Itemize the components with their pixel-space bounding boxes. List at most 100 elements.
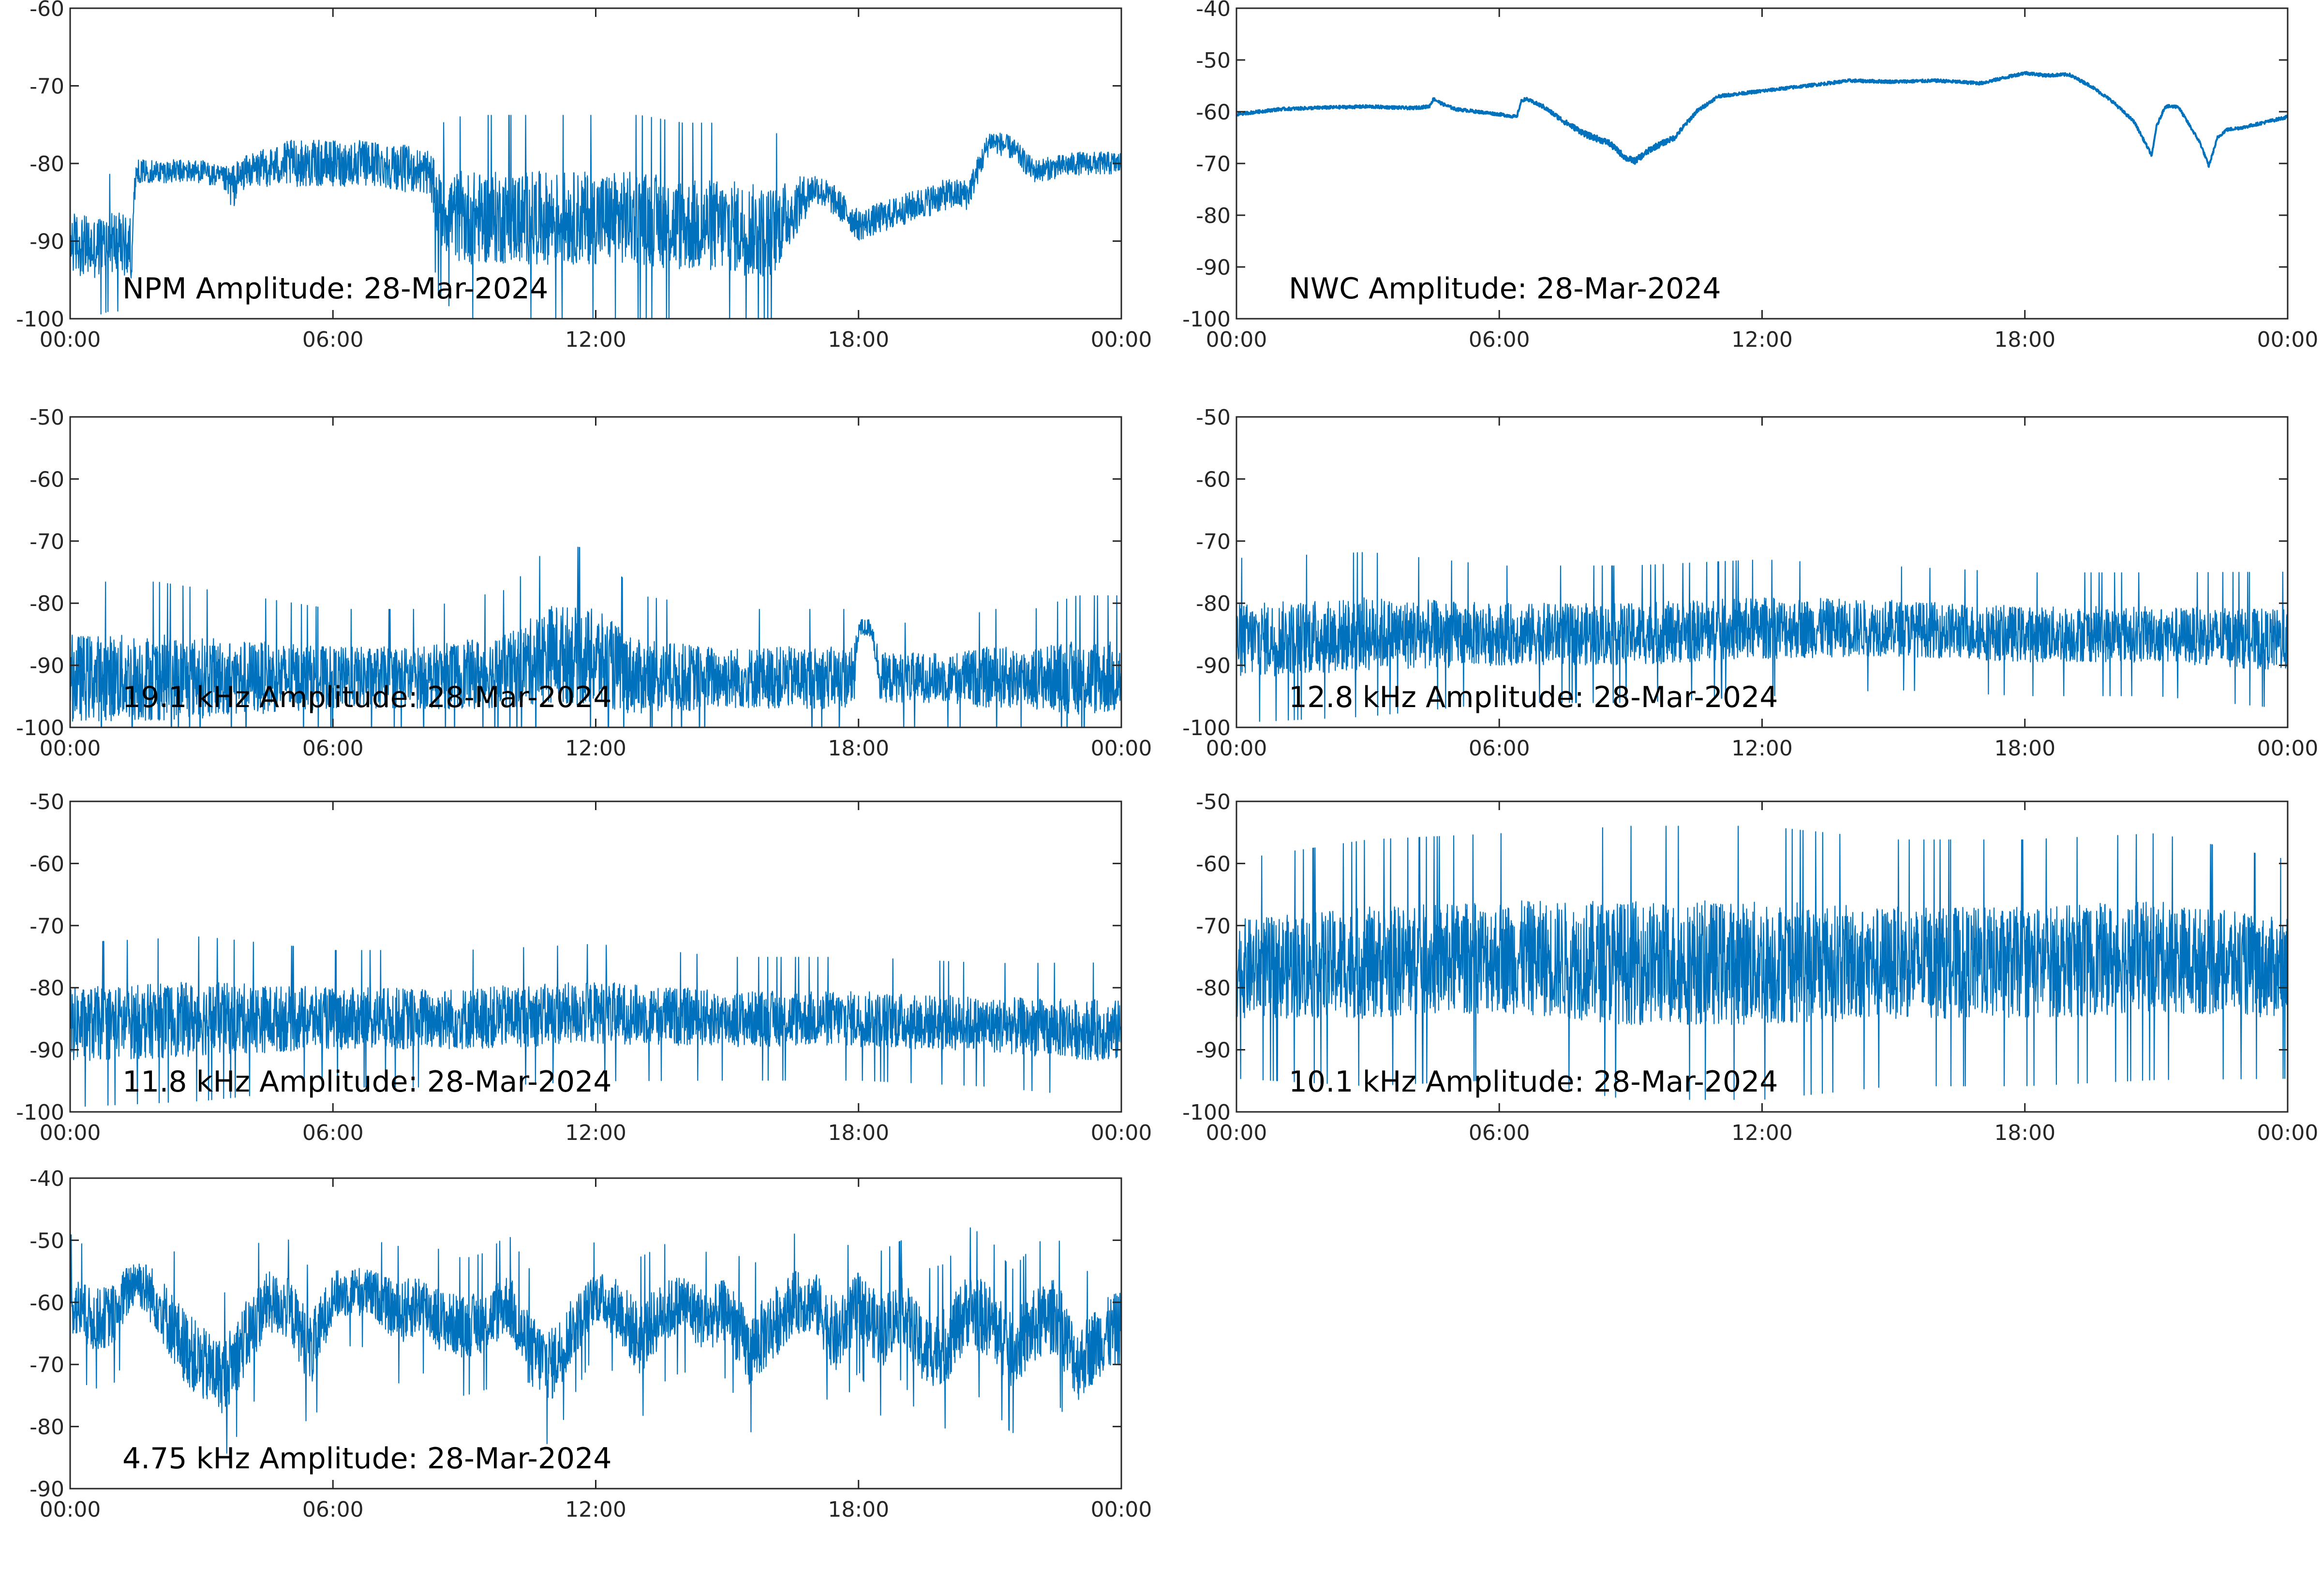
y-tick-label: -60 bbox=[30, 852, 64, 876]
y-tick-label: -80 bbox=[1196, 204, 1231, 228]
chart-title: NWC Amplitude: 28-Mar-2024 bbox=[1289, 272, 1721, 306]
chart-title: 10.1 kHz Amplitude: 28-Mar-2024 bbox=[1289, 1065, 1778, 1099]
y-tick-label: -70 bbox=[30, 74, 64, 99]
chart-panel-7: 00:00 06:00 12:00 18:00 00:00-90-80-70-60-50… bbox=[30, 1167, 1152, 1522]
y-tick-label: -90 bbox=[1196, 255, 1231, 280]
x-tick-label: 00:00 bbox=[1091, 736, 1152, 761]
x-tick-label: 06:00 bbox=[1469, 736, 1530, 761]
series-line-1 bbox=[1236, 552, 2288, 722]
y-tick-label: -70 bbox=[1196, 152, 1231, 177]
x-tick-label: 00:00 bbox=[40, 736, 101, 761]
x-tick-label: 18:00 bbox=[1994, 1121, 2055, 1145]
y-tick-label: -60 bbox=[30, 1291, 64, 1315]
plot-area-frame bbox=[69, 800, 1122, 1113]
x-tick-label: 06:00 bbox=[302, 1497, 364, 1522]
y-tick-label: -80 bbox=[1196, 591, 1231, 616]
y-tick-label: -60 bbox=[1196, 100, 1231, 125]
x-tick-label: 00:00 bbox=[1091, 327, 1152, 352]
y-tick-label: -50 bbox=[30, 405, 64, 430]
y-tick-label: -80 bbox=[30, 1415, 64, 1440]
y-tick-label: -70 bbox=[1196, 914, 1231, 939]
series-line-1 bbox=[70, 936, 1121, 1107]
y-tick-label: -100 bbox=[16, 307, 64, 332]
x-tick-label: 12:00 bbox=[565, 1497, 626, 1522]
x-tick-label: 12:00 bbox=[565, 327, 626, 352]
y-tick-label: -100 bbox=[1182, 307, 1231, 332]
plot-area-frame bbox=[69, 1177, 1122, 1490]
x-tick-label: 06:00 bbox=[302, 736, 364, 761]
y-tick-label: -60 bbox=[30, 0, 64, 21]
series-line-1 bbox=[1236, 71, 2288, 168]
chart-panel-1: 00:00 06:00 12:00 18:00 00:00-100-90-80-70-6… bbox=[16, 0, 1152, 352]
x-tick-label: 18:00 bbox=[828, 736, 889, 761]
y-tick-label: -40 bbox=[30, 1167, 64, 1191]
y-tick-label: -60 bbox=[1196, 467, 1231, 492]
chart-panel-3: 00:00 06:00 12:00 18:00 00:00-100-90-80-70-6… bbox=[16, 405, 1152, 761]
chart-title: 11.8 kHz Amplitude: 28-Mar-2024 bbox=[122, 1065, 612, 1099]
x-tick-label: 12:00 bbox=[1731, 736, 1793, 761]
y-tick-label: -80 bbox=[30, 152, 64, 177]
x-tick-label: 00:00 bbox=[40, 1121, 101, 1145]
x-tick-label: 06:00 bbox=[302, 327, 364, 352]
y-tick-label: -70 bbox=[30, 530, 64, 554]
y-tick-label: -100 bbox=[16, 716, 64, 740]
y-tick-label: -50 bbox=[30, 790, 64, 814]
x-tick-label: 12:00 bbox=[565, 736, 626, 761]
series-line-1 bbox=[70, 1227, 1121, 1454]
x-tick-label: 18:00 bbox=[828, 1497, 889, 1522]
plot-area-frame bbox=[1235, 416, 2289, 728]
x-tick-label: 00:00 bbox=[1206, 1121, 1267, 1145]
y-tick-label: -80 bbox=[30, 591, 64, 616]
x-tick-label: 00:00 bbox=[2257, 1121, 2319, 1145]
y-tick-label: -50 bbox=[1196, 48, 1231, 73]
plot-area-frame bbox=[1235, 7, 2289, 320]
y-tick-label: -70 bbox=[1196, 530, 1231, 554]
chart-title: NPM Amplitude: 28-Mar-2024 bbox=[122, 272, 548, 306]
y-tick-label: -100 bbox=[1182, 1100, 1231, 1125]
chart-panel-2: 00:00 06:00 12:00 18:00 00:00-100-90-80-70-6… bbox=[1182, 0, 2318, 352]
chart-title: 4.75 kHz Amplitude: 28-Mar-2024 bbox=[122, 1442, 612, 1476]
y-tick-label: -80 bbox=[30, 976, 64, 1001]
x-tick-label: 06:00 bbox=[1469, 1121, 1530, 1145]
x-tick-label: 12:00 bbox=[1731, 327, 1793, 352]
y-tick-label: -100 bbox=[1182, 716, 1231, 740]
y-tick-label: -50 bbox=[1196, 405, 1231, 430]
y-tick-label: -90 bbox=[1196, 1038, 1231, 1063]
x-tick-label: 18:00 bbox=[1994, 327, 2055, 352]
y-tick-label: -60 bbox=[30, 467, 64, 492]
y-tick-label: -90 bbox=[30, 230, 64, 254]
x-tick-label: 18:00 bbox=[1994, 736, 2055, 761]
y-tick-label: -50 bbox=[1196, 790, 1231, 814]
x-tick-label: 12:00 bbox=[1731, 1121, 1793, 1145]
chart-panel-6: 00:00 06:00 12:00 18:00 00:00-100-90-80-70-6… bbox=[1182, 790, 2318, 1145]
x-tick-label: 00:00 bbox=[40, 1497, 101, 1522]
x-tick-label: 06:00 bbox=[1469, 327, 1530, 352]
y-tick-label: -90 bbox=[1196, 654, 1231, 679]
x-tick-label: 00:00 bbox=[2257, 327, 2319, 352]
chart-title: 12.8 kHz Amplitude: 28-Mar-2024 bbox=[1289, 680, 1778, 714]
y-tick-label: -70 bbox=[30, 1353, 64, 1377]
y-tick-label: -90 bbox=[30, 1477, 64, 1502]
series-line-1 bbox=[70, 547, 1121, 727]
series-line-1 bbox=[70, 115, 1121, 319]
y-tick-label: -90 bbox=[30, 1038, 64, 1063]
x-tick-label: 00:00 bbox=[1206, 327, 1267, 352]
x-tick-label: 18:00 bbox=[828, 327, 889, 352]
y-tick-label: -70 bbox=[30, 914, 64, 939]
x-tick-label: 00:00 bbox=[1206, 736, 1267, 761]
chart-panel-4: 00:00 06:00 12:00 18:00 00:00-100-90-80-70-6… bbox=[1182, 405, 2318, 761]
y-tick-label: -100 bbox=[16, 1100, 64, 1125]
x-tick-label: 18:00 bbox=[828, 1121, 889, 1145]
x-tick-label: 06:00 bbox=[302, 1121, 364, 1145]
x-tick-label: 12:00 bbox=[565, 1121, 626, 1145]
y-tick-label: -50 bbox=[30, 1228, 64, 1253]
x-tick-label: 00:00 bbox=[2257, 736, 2319, 761]
x-tick-label: 00:00 bbox=[1091, 1497, 1152, 1522]
y-tick-label: -60 bbox=[1196, 852, 1231, 876]
y-tick-label: -40 bbox=[1196, 0, 1231, 21]
y-tick-label: -80 bbox=[1196, 976, 1231, 1001]
chart-panel-5: 00:00 06:00 12:00 18:00 00:00-100-90-80-70-6… bbox=[16, 790, 1152, 1145]
series-line-1 bbox=[1236, 826, 2288, 1100]
x-tick-label: 00:00 bbox=[40, 327, 101, 352]
